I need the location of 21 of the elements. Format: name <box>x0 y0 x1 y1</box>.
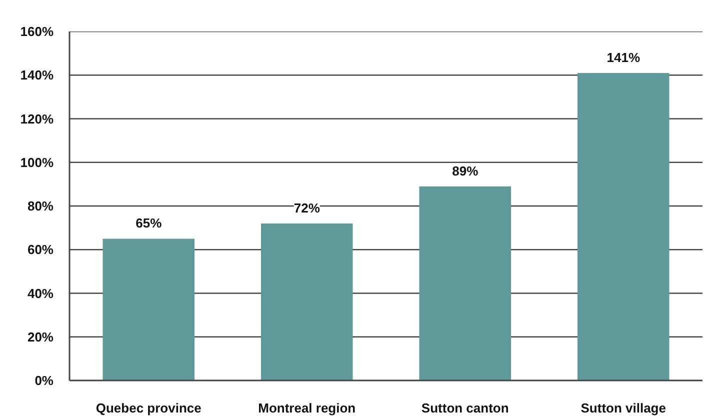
bar <box>577 72 670 380</box>
y-tick-label: 0% <box>34 373 54 388</box>
data-label: 141% <box>606 50 640 65</box>
y-tick-label: 160% <box>20 24 54 39</box>
data-label: 89% <box>452 163 479 178</box>
y-tick-label: 20% <box>27 329 54 344</box>
data-label: 72% <box>294 200 320 216</box>
x-tick-label: Quebec province <box>96 400 202 416</box>
bar <box>102 238 195 380</box>
bar <box>260 223 353 380</box>
y-tick-label: 40% <box>27 286 54 301</box>
y-tick-label: 80% <box>27 198 54 214</box>
y-tick-label: 140% <box>20 68 54 83</box>
y-tick-label: 120% <box>20 111 54 126</box>
x-tick-label: Sutton village <box>580 400 666 416</box>
x-tick-label: Sutton canton <box>421 400 509 416</box>
bar <box>419 186 512 380</box>
data-label: 65% <box>136 216 162 231</box>
y-tick-label: 100% <box>20 154 54 170</box>
x-tick-label: Montreal region <box>258 400 356 416</box>
y-tick-label: 60% <box>27 242 54 258</box>
